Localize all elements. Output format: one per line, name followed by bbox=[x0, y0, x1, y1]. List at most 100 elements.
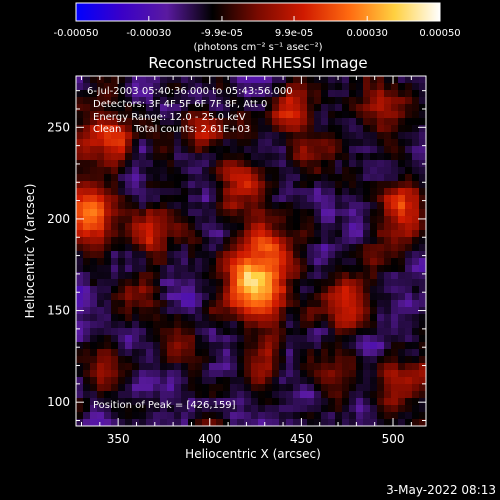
heatmap-cell bbox=[181, 181, 189, 189]
heatmap-cell bbox=[370, 363, 378, 371]
heatmap-cell bbox=[125, 104, 133, 112]
heatmap-cell bbox=[223, 321, 231, 329]
heatmap-cell bbox=[363, 356, 371, 364]
heatmap-cell bbox=[244, 328, 252, 336]
heatmap-cell bbox=[237, 314, 245, 322]
heatmap-cell bbox=[335, 181, 343, 189]
heatmap-cell bbox=[349, 111, 357, 119]
heatmap-cell bbox=[132, 384, 140, 392]
heatmap-cell bbox=[321, 132, 329, 140]
heatmap-cell bbox=[265, 167, 273, 175]
heatmap-cell bbox=[104, 272, 112, 280]
heatmap-cell bbox=[76, 125, 84, 133]
heatmap-cell bbox=[363, 90, 371, 98]
heatmap-cell bbox=[419, 195, 427, 203]
heatmap-cell bbox=[251, 111, 259, 119]
heatmap-cell bbox=[167, 195, 175, 203]
heatmap-cell bbox=[377, 286, 385, 294]
heatmap-cell bbox=[279, 412, 287, 420]
heatmap-cell bbox=[405, 202, 413, 210]
heatmap-cell bbox=[188, 202, 196, 210]
heatmap-cell bbox=[251, 160, 259, 168]
heatmap-cell bbox=[377, 391, 385, 399]
heatmap-cell bbox=[188, 237, 196, 245]
heatmap-cell bbox=[237, 104, 245, 112]
colorbar-tick-label: -9.9e-05 bbox=[201, 28, 243, 39]
heatmap-cell bbox=[328, 132, 336, 140]
heatmap-cell bbox=[258, 195, 266, 203]
heatmap-cell bbox=[314, 405, 322, 413]
heatmap-cell bbox=[335, 293, 343, 301]
heatmap-cell bbox=[160, 83, 168, 91]
heatmap-cell bbox=[321, 188, 329, 196]
heatmap-cell bbox=[398, 349, 406, 357]
heatmap-cell bbox=[83, 76, 91, 84]
heatmap-cell bbox=[181, 398, 189, 406]
heatmap-cell bbox=[167, 83, 175, 91]
heatmap-cell bbox=[293, 216, 301, 224]
heatmap-cell bbox=[335, 230, 343, 238]
heatmap-cell bbox=[314, 237, 322, 245]
heatmap-cell bbox=[279, 104, 287, 112]
heatmap-cell bbox=[146, 223, 154, 231]
heatmap-cell bbox=[363, 391, 371, 399]
heatmap-cell bbox=[398, 188, 406, 196]
heatmap-cell bbox=[258, 97, 266, 105]
heatmap-cell bbox=[265, 83, 273, 91]
heatmap-cell bbox=[300, 167, 308, 175]
heatmap-cell bbox=[342, 188, 350, 196]
heatmap-cell bbox=[377, 384, 385, 392]
heatmap-cell bbox=[97, 370, 105, 378]
heatmap-cell bbox=[251, 104, 259, 112]
heatmap-cell bbox=[104, 167, 112, 175]
heatmap-cell bbox=[188, 125, 196, 133]
heatmap-cell bbox=[405, 97, 413, 105]
heatmap-cell bbox=[307, 111, 315, 119]
heatmap-cell bbox=[307, 104, 315, 112]
heatmap-cell bbox=[412, 174, 420, 182]
heatmap-cell bbox=[265, 363, 273, 371]
heatmap-cell bbox=[97, 181, 105, 189]
heatmap-cell bbox=[412, 258, 420, 266]
heatmap-cell bbox=[125, 83, 133, 91]
heatmap-cell bbox=[237, 377, 245, 385]
heatmap-cell bbox=[370, 244, 378, 252]
heatmap-cell bbox=[398, 202, 406, 210]
heatmap-cell bbox=[265, 132, 273, 140]
heatmap-cell bbox=[286, 342, 294, 350]
heatmap-cell bbox=[97, 293, 105, 301]
heatmap-cell bbox=[279, 405, 287, 413]
heatmap-cell bbox=[132, 237, 140, 245]
heatmap-cell bbox=[307, 90, 315, 98]
heatmap-cell bbox=[139, 195, 147, 203]
heatmap-cell bbox=[118, 111, 126, 119]
heatmap-cell bbox=[230, 202, 238, 210]
heatmap-cell bbox=[132, 286, 140, 294]
heatmap-cell bbox=[258, 111, 266, 119]
heatmap-cell bbox=[384, 349, 392, 357]
heatmap-cell bbox=[146, 321, 154, 329]
heatmap-cell bbox=[286, 132, 294, 140]
heatmap-cell bbox=[377, 209, 385, 217]
heatmap-cell bbox=[146, 167, 154, 175]
heatmap-cell bbox=[272, 90, 280, 98]
heatmap-cell bbox=[258, 153, 266, 161]
heatmap-cell bbox=[251, 216, 259, 224]
heatmap-cell bbox=[307, 342, 315, 350]
heatmap-cell bbox=[118, 335, 126, 343]
heatmap-cell bbox=[97, 244, 105, 252]
heatmap-cell bbox=[251, 223, 259, 231]
heatmap-cell bbox=[335, 104, 343, 112]
heatmap-cell bbox=[286, 237, 294, 245]
heatmap-cell bbox=[328, 377, 336, 385]
heatmap-cell bbox=[216, 349, 224, 357]
heatmap-cell bbox=[398, 405, 406, 413]
heatmap-cell bbox=[146, 293, 154, 301]
heatmap-cell bbox=[370, 384, 378, 392]
heatmap-cell bbox=[132, 405, 140, 413]
heatmap-cell bbox=[153, 251, 161, 259]
heatmap-cell bbox=[167, 314, 175, 322]
heatmap-cell bbox=[265, 181, 273, 189]
heatmap-cell bbox=[258, 342, 266, 350]
heatmap-cell bbox=[328, 335, 336, 343]
